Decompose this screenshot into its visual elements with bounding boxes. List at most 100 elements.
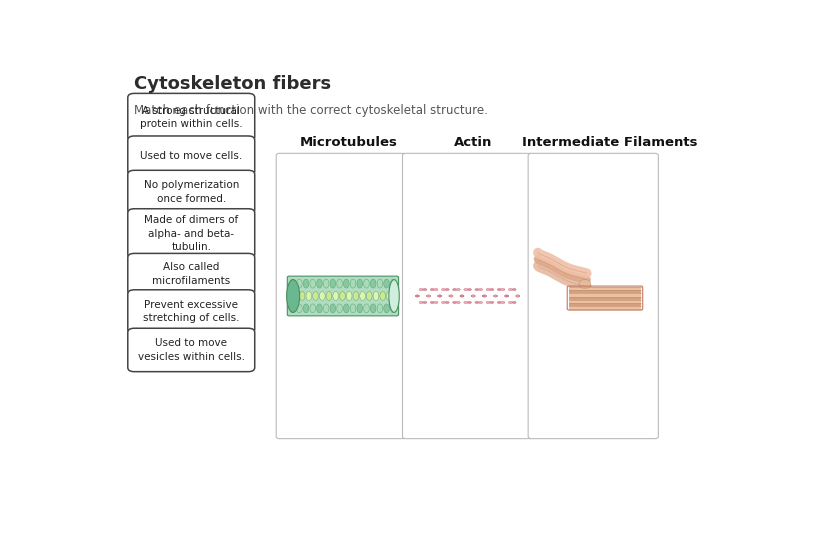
Ellipse shape — [579, 279, 591, 288]
Ellipse shape — [505, 295, 509, 297]
FancyBboxPatch shape — [276, 154, 407, 439]
Ellipse shape — [460, 295, 464, 297]
Text: Match each function with the correct cytoskeletal structure.: Match each function with the correct cyt… — [134, 104, 488, 117]
Ellipse shape — [453, 288, 457, 291]
Ellipse shape — [497, 301, 501, 303]
Bar — [570, 293, 641, 296]
Ellipse shape — [475, 301, 479, 303]
Ellipse shape — [364, 304, 370, 313]
Ellipse shape — [468, 288, 471, 291]
Ellipse shape — [292, 292, 298, 301]
Ellipse shape — [350, 279, 356, 288]
Ellipse shape — [330, 304, 336, 313]
Ellipse shape — [337, 304, 343, 313]
Ellipse shape — [312, 292, 318, 301]
Text: Cytoskeleton fibers: Cytoskeleton fibers — [134, 75, 332, 93]
Text: No polymerization
once formed.: No polymerization once formed. — [144, 180, 239, 204]
Ellipse shape — [501, 288, 505, 291]
Text: Prevent excessive
stretching of cells.: Prevent excessive stretching of cells. — [143, 300, 239, 323]
Ellipse shape — [508, 288, 512, 291]
Bar — [570, 303, 641, 306]
Ellipse shape — [330, 279, 336, 288]
Ellipse shape — [346, 292, 352, 301]
Ellipse shape — [391, 304, 396, 313]
Bar — [570, 291, 641, 293]
Ellipse shape — [486, 301, 490, 303]
Ellipse shape — [464, 301, 468, 303]
Ellipse shape — [297, 304, 302, 313]
Ellipse shape — [453, 301, 457, 303]
Ellipse shape — [353, 292, 359, 301]
Ellipse shape — [460, 295, 464, 297]
Ellipse shape — [471, 295, 475, 297]
Ellipse shape — [442, 301, 445, 303]
Ellipse shape — [494, 295, 497, 297]
Ellipse shape — [479, 288, 482, 291]
Ellipse shape — [427, 295, 431, 297]
Ellipse shape — [391, 279, 396, 288]
FancyBboxPatch shape — [128, 328, 255, 372]
Ellipse shape — [310, 304, 316, 313]
Ellipse shape — [494, 295, 497, 297]
Ellipse shape — [386, 292, 392, 301]
Ellipse shape — [438, 295, 442, 297]
Text: Made of dimers of
alpha- and beta-
tubulin.: Made of dimers of alpha- and beta- tubul… — [144, 215, 239, 252]
Ellipse shape — [384, 279, 390, 288]
Ellipse shape — [303, 304, 309, 313]
Ellipse shape — [290, 304, 296, 313]
Ellipse shape — [357, 279, 363, 288]
Text: Used to move cells.: Used to move cells. — [140, 150, 243, 161]
Ellipse shape — [286, 280, 300, 313]
Ellipse shape — [366, 292, 372, 301]
Ellipse shape — [380, 292, 386, 301]
Ellipse shape — [445, 288, 449, 291]
Ellipse shape — [490, 301, 494, 303]
Ellipse shape — [427, 295, 431, 297]
Ellipse shape — [364, 279, 370, 288]
Ellipse shape — [442, 288, 445, 291]
FancyBboxPatch shape — [128, 209, 255, 258]
Text: Also called
microfilaments: Also called microfilaments — [152, 263, 230, 286]
Text: Microtubules: Microtubules — [300, 136, 398, 149]
FancyBboxPatch shape — [128, 170, 255, 214]
Ellipse shape — [490, 288, 494, 291]
Ellipse shape — [389, 280, 399, 313]
Ellipse shape — [370, 279, 376, 288]
Ellipse shape — [323, 279, 329, 288]
FancyBboxPatch shape — [128, 290, 255, 333]
Ellipse shape — [333, 292, 339, 301]
Ellipse shape — [323, 304, 329, 313]
Ellipse shape — [501, 301, 505, 303]
Ellipse shape — [317, 304, 323, 313]
Ellipse shape — [344, 304, 349, 313]
FancyBboxPatch shape — [128, 93, 255, 141]
Ellipse shape — [471, 295, 475, 297]
Ellipse shape — [516, 295, 520, 297]
Ellipse shape — [482, 295, 486, 297]
Ellipse shape — [482, 295, 486, 297]
Ellipse shape — [303, 279, 309, 288]
FancyBboxPatch shape — [128, 136, 255, 175]
Ellipse shape — [377, 279, 383, 288]
Ellipse shape — [434, 301, 438, 303]
Ellipse shape — [475, 288, 479, 291]
Ellipse shape — [290, 279, 296, 288]
Ellipse shape — [456, 301, 460, 303]
Ellipse shape — [310, 279, 316, 288]
Ellipse shape — [319, 292, 325, 301]
Text: Actin: Actin — [454, 136, 492, 149]
Ellipse shape — [384, 304, 390, 313]
Ellipse shape — [299, 292, 305, 301]
Text: Intermediate Filaments: Intermediate Filaments — [522, 136, 697, 149]
Ellipse shape — [416, 295, 419, 297]
Ellipse shape — [479, 301, 482, 303]
Ellipse shape — [456, 288, 460, 291]
Ellipse shape — [445, 301, 449, 303]
Ellipse shape — [317, 279, 323, 288]
Ellipse shape — [505, 295, 509, 297]
Ellipse shape — [516, 295, 520, 297]
Ellipse shape — [430, 301, 434, 303]
Ellipse shape — [419, 301, 423, 303]
Ellipse shape — [449, 295, 453, 297]
Ellipse shape — [337, 279, 343, 288]
